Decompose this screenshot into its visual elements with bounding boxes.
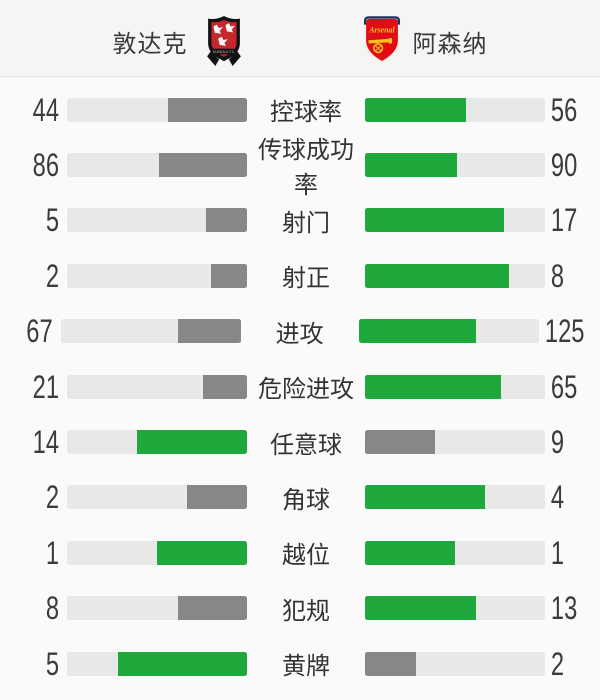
home-bar	[67, 374, 247, 399]
home-bar	[67, 208, 247, 233]
away-bar	[365, 153, 545, 178]
home-bar	[67, 485, 247, 510]
stat-row: 2 角球 4	[0, 470, 600, 525]
home-bar-fill	[157, 540, 247, 565]
home-bar-fill	[118, 651, 247, 676]
stat-row: 14 任意球 9	[0, 414, 600, 469]
away-bar	[365, 208, 545, 233]
away-bar	[365, 374, 545, 399]
arsenal-crest-text: Arsenal	[368, 25, 395, 34]
away-bar-fill	[365, 153, 458, 178]
header-spacer	[244, 41, 362, 42]
away-bar-fill	[365, 263, 509, 288]
away-value: 1	[550, 534, 565, 571]
away-value: 9	[550, 424, 565, 461]
away-bar-fill	[365, 374, 502, 399]
home-bar	[60, 319, 241, 344]
away-value: 65	[550, 368, 578, 405]
home-value: 86	[32, 147, 59, 184]
home-bar-fill	[187, 485, 247, 510]
away-bar-fill	[365, 540, 455, 565]
stat-label: 犯规	[282, 597, 330, 625]
away-bar-fill	[365, 596, 477, 621]
stat-row: 67 进攻 125	[0, 304, 600, 359]
stat-row: 2 射正 8	[0, 248, 600, 303]
away-bar	[365, 263, 545, 288]
away-bar	[365, 540, 545, 565]
home-value: 5	[45, 645, 59, 682]
away-bar-fill	[365, 430, 436, 455]
away-bar	[365, 596, 545, 621]
away-value: 56	[550, 91, 578, 128]
home-value: 8	[45, 590, 59, 627]
home-bar-fill	[159, 153, 247, 178]
away-bar	[365, 651, 545, 676]
stat-label: 传球成功率	[258, 137, 354, 200]
home-value: 1	[45, 534, 59, 571]
dundalk-crest-text: DUNDALK F.C.	[212, 50, 234, 54]
home-value: 5	[45, 202, 59, 239]
away-bar-fill	[365, 485, 485, 510]
home-bar-fill	[206, 208, 247, 233]
home-value: 2	[45, 257, 59, 294]
away-bar-fill	[365, 651, 417, 676]
stat-label: 射正	[282, 265, 330, 293]
home-bar	[67, 596, 247, 621]
home-value: 44	[32, 91, 59, 128]
stat-row: 8 犯规 13	[0, 581, 600, 636]
home-value: 21	[32, 368, 59, 405]
stat-row: 86 传球成功率 90	[0, 137, 600, 199]
away-bar	[358, 319, 539, 344]
away-value: 125	[544, 313, 585, 350]
stat-label: 进攻	[275, 320, 324, 348]
home-bar	[67, 97, 247, 122]
stat-row: 5 射门 17	[0, 193, 600, 248]
stat-label: 控球率	[270, 99, 342, 127]
home-value: 14	[32, 424, 59, 461]
dundalk-crest-icon: DUNDALK F.C.	[206, 15, 241, 67]
away-bar-fill	[365, 208, 505, 233]
away-team-name: 阿森纳	[412, 30, 488, 58]
stat-label: 越位	[282, 542, 330, 570]
home-value: 2	[45, 479, 59, 516]
home-bar-fill	[178, 596, 247, 621]
home-bar	[67, 540, 247, 565]
home-bar	[67, 430, 247, 455]
stat-row: 44 控球率 56	[0, 82, 600, 137]
away-value: 2	[550, 645, 565, 682]
home-value: 67	[26, 313, 53, 350]
arsenal-crest-icon: Arsenal	[363, 15, 400, 64]
stat-label: 射门	[282, 209, 330, 237]
match-header: 敦达克 DUNDALK F.C. Arsenal 阿森纳	[0, 0, 600, 77]
arsenal-cannon-icon	[368, 38, 392, 54]
home-bar-fill	[177, 319, 241, 344]
home-bar	[67, 651, 247, 676]
away-value: 90	[550, 147, 578, 184]
home-bar-fill	[211, 263, 247, 288]
home-team-name: 敦达克	[112, 30, 188, 58]
home-bar-fill	[203, 374, 247, 399]
home-bar-fill	[137, 430, 247, 455]
home-bar-fill	[167, 97, 247, 122]
stats-list: 44 控球率 56 86 传球成功率 90 5 射门 17 2	[0, 77, 600, 691]
stat-row: 21 危险进攻 65	[0, 359, 600, 414]
stat-label: 危险进攻	[258, 376, 354, 404]
stat-label: 角球	[282, 486, 330, 514]
home-bar	[67, 263, 247, 288]
home-bar	[67, 153, 247, 178]
stat-label: 黄牌	[282, 653, 330, 681]
away-value: 13	[550, 590, 578, 627]
away-value: 17	[550, 202, 578, 239]
away-bar	[365, 485, 545, 510]
away-bar-fill	[365, 97, 466, 122]
away-bar-fill	[358, 319, 476, 344]
stat-row: 5 黄牌 2	[0, 636, 600, 691]
away-bar	[365, 430, 545, 455]
stat-row: 1 越位 1	[0, 525, 600, 580]
away-value: 8	[550, 257, 565, 294]
away-bar	[365, 97, 545, 122]
stat-label: 任意球	[270, 431, 342, 459]
away-value: 4	[550, 479, 565, 516]
